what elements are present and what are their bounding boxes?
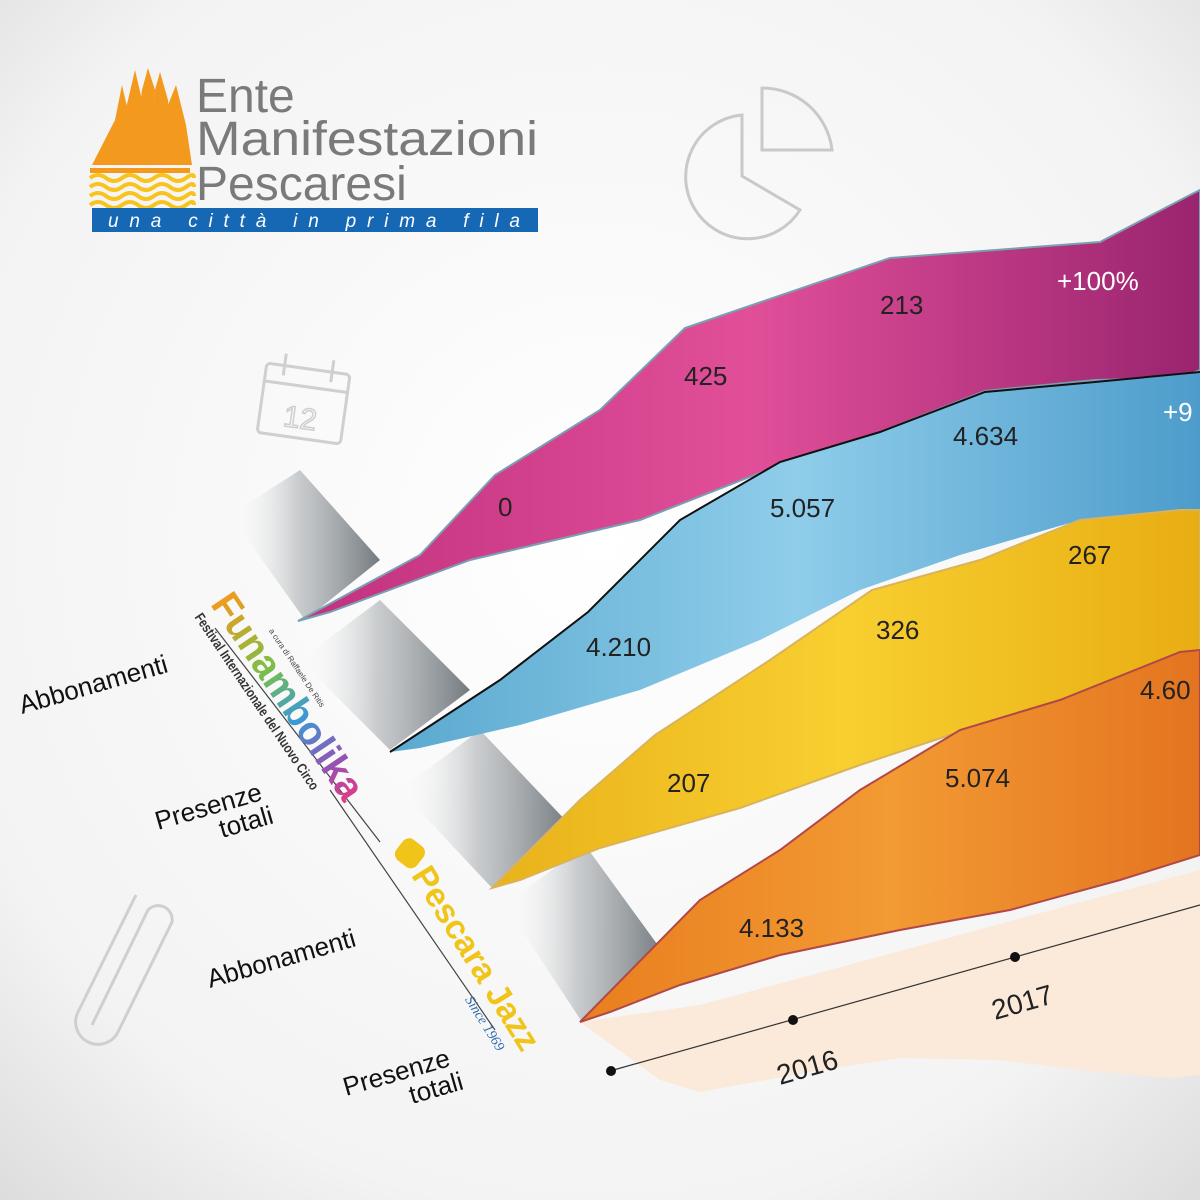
brand-divider-line [214,627,381,843]
logo-tagline: una città in prima fila [108,211,526,232]
data-label: 267 [1068,540,1111,570]
calendar-icon: 12 [256,353,351,446]
data-label: 4.210 [586,632,651,662]
ribbon-series-2 [390,372,1200,752]
ribbon-series-1 [297,188,1200,622]
pie-chart-icon [684,86,834,241]
ribbon-floor [580,870,1200,1092]
data-label: 4.634 [953,421,1018,451]
logo-line-ente: Ente [196,70,295,123]
axis-dot [1010,952,1020,962]
value-labels: 0 425 213 +100% 4.210 5.057 4.634 +9 207… [498,266,1193,943]
data-label: 5.074 [945,763,1010,793]
ente-logo: Ente Manifestazioni Pescaresi una città … [88,68,538,232]
axis-dot [788,1015,798,1025]
brand-divider-line [329,789,496,1031]
axis-dot [606,1066,616,1076]
paperclip-icon [74,894,174,1046]
logo-line-manifestazioni: Manifestazioni [196,113,538,166]
data-label: 5.057 [770,493,835,523]
data-label: 4.60 [1140,675,1191,705]
data-label: 326 [876,615,919,645]
data-label: 213 [880,290,923,320]
data-label-percent: +100% [1057,266,1139,296]
tagline-band [92,208,538,232]
jazz-leaf-icon [394,838,425,869]
ribbon-series-3 [488,509,1200,891]
logo-line-pescaresi: Pescaresi [196,158,407,211]
data-label: 0 [498,492,512,522]
ribbon-series-4 [579,648,1200,1023]
svg-text:12: 12 [281,400,319,437]
data-label: 207 [667,768,710,798]
hands-logo-mark [90,68,192,173]
ribbon-series-2-edge [389,371,1200,753]
data-label: 4.133 [739,913,804,943]
data-label-percent: +9 [1163,397,1193,427]
data-label: 425 [684,361,727,391]
